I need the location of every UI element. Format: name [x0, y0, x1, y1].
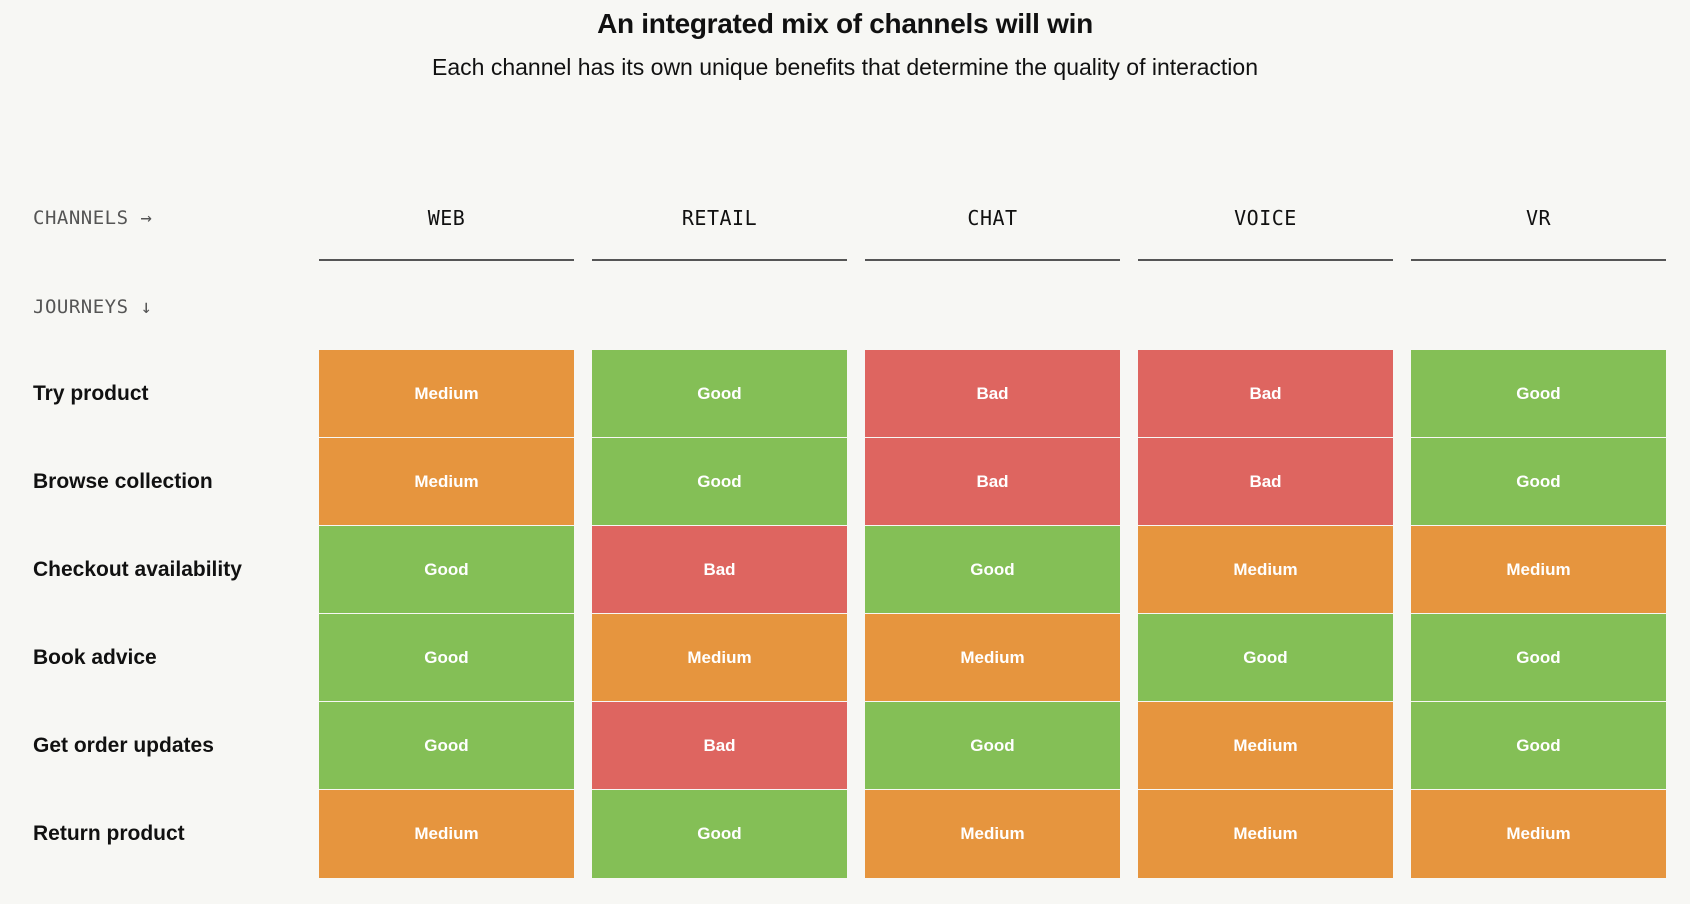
cell-return-product-retail: Good: [592, 790, 847, 878]
cell-browse-collection-voice: Bad: [1138, 438, 1393, 525]
cell-get-order-updates-chat: Good: [865, 702, 1120, 789]
cell-book-advice-chat: Medium: [865, 614, 1120, 701]
cell-book-advice-retail: Medium: [592, 614, 847, 701]
cell-return-product-voice: Medium: [1138, 790, 1393, 878]
cell-try-product-vr: Good: [1411, 350, 1666, 437]
cell-browse-collection-web: Medium: [319, 438, 574, 525]
cell-checkout-availability-vr: Medium: [1411, 526, 1666, 613]
column-header-voice: VOICE: [1138, 196, 1393, 261]
column-header-chat: CHAT: [865, 196, 1120, 261]
row-label-book-advice: Book advice: [33, 646, 157, 669]
cell-get-order-updates-vr: Good: [1411, 702, 1666, 789]
cell-book-advice-voice: Good: [1138, 614, 1393, 701]
column-header-retail: RETAIL: [592, 196, 847, 261]
row-label-get-order-updates: Get order updates: [33, 734, 214, 757]
cell-book-advice-web: Good: [319, 614, 574, 701]
cell-checkout-availability-web: Good: [319, 526, 574, 613]
cell-try-product-voice: Bad: [1138, 350, 1393, 437]
cell-return-product-vr: Medium: [1411, 790, 1666, 878]
channels-axis-label: CHANNELS →: [33, 207, 153, 229]
row-label-browse-collection: Browse collection: [33, 470, 213, 493]
cell-try-product-web: Medium: [319, 350, 574, 437]
cell-try-product-chat: Bad: [865, 350, 1120, 437]
cell-return-product-web: Medium: [319, 790, 574, 878]
chart-title: An integrated mix of channels will win: [597, 8, 1093, 39]
row-label-try-product: Try product: [33, 382, 149, 405]
cell-get-order-updates-web: Good: [319, 702, 574, 789]
cell-browse-collection-retail: Good: [592, 438, 847, 525]
row-label-return-product: Return product: [33, 822, 185, 845]
cell-get-order-updates-retail: Bad: [592, 702, 847, 789]
cell-checkout-availability-retail: Bad: [592, 526, 847, 613]
cell-browse-collection-chat: Bad: [865, 438, 1120, 525]
cell-book-advice-vr: Good: [1411, 614, 1666, 701]
cell-get-order-updates-voice: Medium: [1138, 702, 1393, 789]
column-header-web: WEB: [319, 196, 574, 261]
cell-try-product-retail: Good: [592, 350, 847, 437]
cell-checkout-availability-chat: Good: [865, 526, 1120, 613]
cell-return-product-chat: Medium: [865, 790, 1120, 878]
column-header-vr: VR: [1411, 196, 1666, 261]
chart-subtitle: Each channel has its own unique benefits…: [432, 54, 1258, 80]
row-label-checkout-availability: Checkout availability: [33, 558, 242, 581]
cell-checkout-availability-voice: Medium: [1138, 526, 1393, 613]
journeys-axis-label: JOURNEYS ↓: [33, 296, 153, 318]
cell-browse-collection-vr: Good: [1411, 438, 1666, 525]
